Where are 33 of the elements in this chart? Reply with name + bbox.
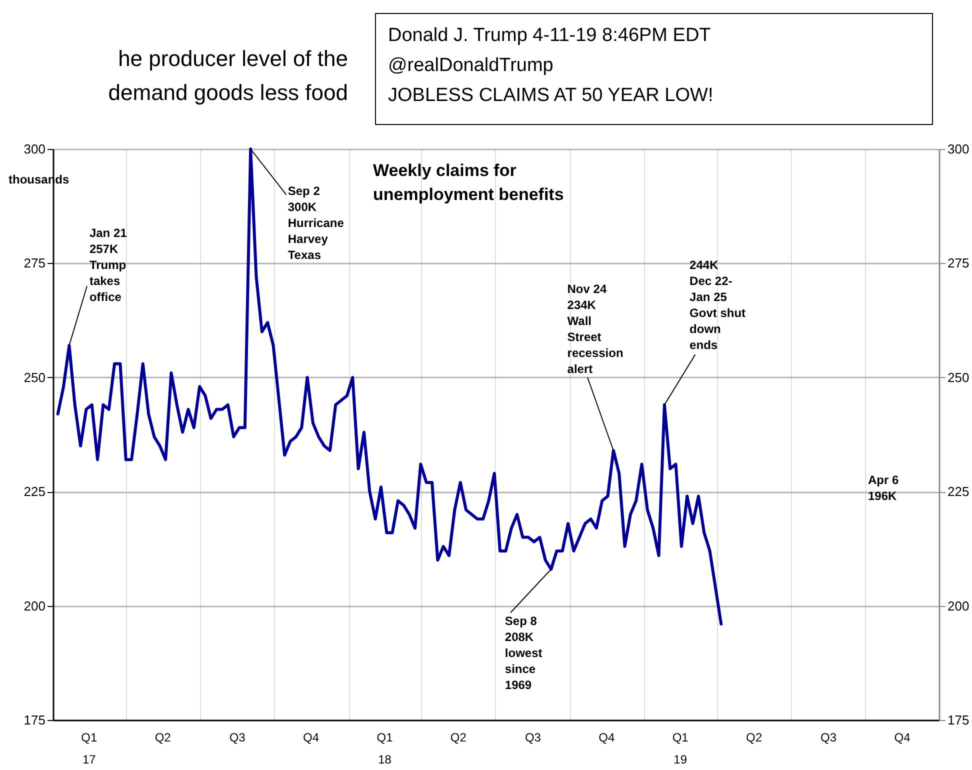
y-tick-label: 200 xyxy=(24,598,46,614)
text: he producer level of the demand goods less food xyxy=(107,45,348,107)
text: Weekly claims for unemployment benefits xyxy=(373,161,564,204)
annotation: Nov 24 234K Wall Street recession alert xyxy=(567,282,624,376)
y-tick-label: 175 xyxy=(24,712,46,728)
annotation: Apr 6 196K xyxy=(868,472,899,504)
annotation: Jan 21 257K Trump takes office xyxy=(89,226,128,304)
x-tick-label: Q2 xyxy=(154,730,172,744)
x-tick-label: Q3 xyxy=(820,730,837,744)
x-tick-label: Q2 xyxy=(746,730,762,744)
y2-tick-label: 225 xyxy=(948,484,970,500)
x-tick-label: Q1 18 xyxy=(376,730,394,766)
text: Donald J. Trump 4-11-19 8:46PM EDT @realDonaldTrump JOBLESS CLAIMS AT 50 YEAR LOW! xyxy=(375,13,933,125)
y2-tick-label: 200 xyxy=(948,598,970,614)
annotation: Sep 8 208K lowest since 1969 xyxy=(504,614,542,692)
x-tick-label: Q2 xyxy=(450,730,467,744)
annotation: 244K Dec 22- Jan 25 Govt shut down ends xyxy=(690,258,746,352)
y-tick-label: 275 xyxy=(24,256,46,271)
x-tick-label: Q3 xyxy=(524,730,542,744)
y2-tick-label: 275 xyxy=(948,256,970,271)
y-tick-label: 250 xyxy=(24,370,46,385)
annotation: Sep 2 300K Hurricane Harvey Texas xyxy=(288,184,344,262)
x-tick-label: Q1 17 xyxy=(81,730,98,766)
y-tick-label: 300 xyxy=(24,142,46,156)
y2-tick-label: 300 xyxy=(948,142,970,156)
x-tick-label: Q1 19 xyxy=(672,730,689,766)
x-tick-label: Q4 xyxy=(894,730,911,744)
x-tick-label: Q4 xyxy=(303,730,320,744)
y2-tick-label: 250 xyxy=(948,370,970,385)
y-tick-label: 225 xyxy=(24,484,46,500)
x-tick-label: Q3 xyxy=(229,730,246,744)
x-tick-label: Q4 xyxy=(598,730,615,744)
y2-tick-label: 175 xyxy=(948,712,970,728)
